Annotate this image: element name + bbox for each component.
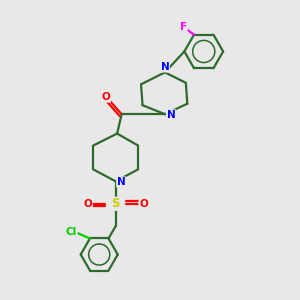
Text: S: S (111, 197, 120, 210)
Text: O: O (83, 199, 92, 209)
Text: O: O (139, 199, 148, 209)
Text: F: F (180, 22, 187, 32)
Text: N: N (167, 110, 175, 120)
Text: Cl: Cl (66, 226, 77, 237)
Text: N: N (117, 177, 125, 187)
Text: N: N (160, 62, 169, 72)
Text: O: O (102, 92, 110, 102)
